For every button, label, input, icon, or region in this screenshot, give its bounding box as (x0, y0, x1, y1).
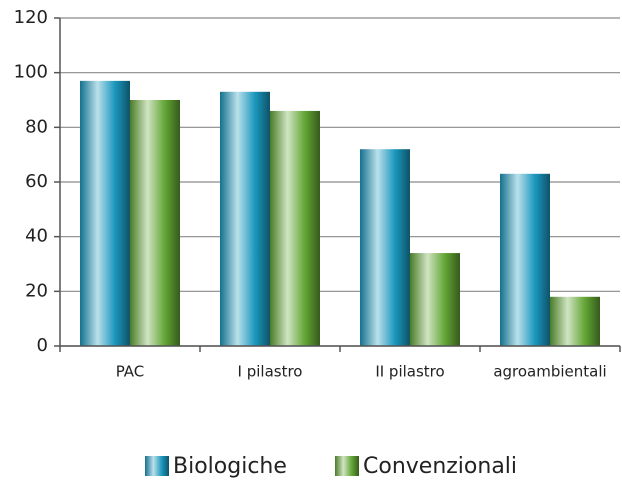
x-tick-label: agroambientali (493, 363, 606, 381)
bar (270, 110, 320, 346)
bar (130, 100, 180, 346)
y-tick-label: 60 (25, 171, 48, 192)
legend-swatch (145, 456, 169, 476)
legend-swatch (335, 456, 359, 476)
bar (360, 149, 410, 346)
x-tick-label: PAC (116, 363, 145, 381)
x-tick-label: II pilastro (375, 363, 444, 381)
y-tick-label: 120 (14, 7, 48, 28)
bar (220, 91, 270, 346)
y-tick-label: 40 (25, 226, 48, 247)
y-tick-label: 100 (14, 62, 48, 83)
bar (410, 253, 460, 346)
x-tick-label: I pilastro (238, 363, 303, 381)
y-tick-label: 0 (37, 335, 48, 356)
legend-label: Convenzionali (363, 454, 517, 479)
bar (80, 80, 130, 346)
y-tick-label: 20 (25, 280, 48, 301)
y-tick-label: 80 (25, 116, 48, 137)
legend-label: Biologiche (173, 454, 287, 479)
bar (550, 296, 600, 346)
bar (500, 173, 550, 346)
